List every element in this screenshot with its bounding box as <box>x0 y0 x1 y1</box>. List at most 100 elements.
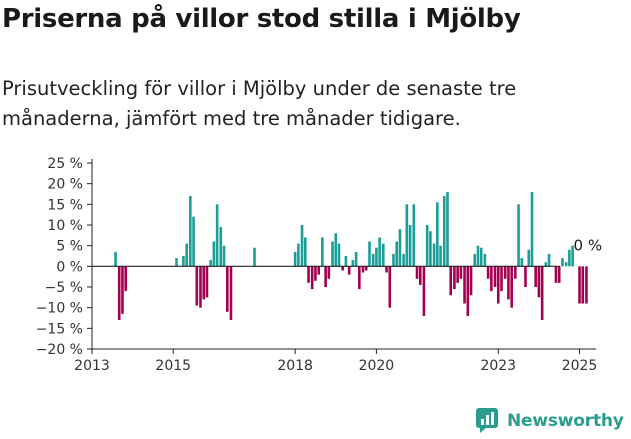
x-tick-label: 2025 <box>562 358 598 374</box>
bar <box>395 241 399 267</box>
bar <box>537 266 541 298</box>
bar <box>317 266 320 275</box>
bar <box>341 266 344 271</box>
bar <box>375 247 378 267</box>
bar <box>225 266 229 312</box>
bar <box>436 202 439 267</box>
bar <box>507 266 510 300</box>
bar <box>351 260 355 267</box>
bar <box>554 266 558 283</box>
bar <box>347 266 351 275</box>
bar <box>473 253 477 267</box>
bar <box>479 247 483 267</box>
bar <box>405 204 409 267</box>
bar <box>121 266 124 314</box>
bar <box>534 266 537 287</box>
bar <box>114 251 117 267</box>
bar <box>219 227 223 267</box>
bar <box>321 237 324 267</box>
bar <box>368 241 371 267</box>
axis-layer <box>87 159 596 354</box>
bar <box>520 258 524 267</box>
bar <box>199 266 202 308</box>
bar <box>571 245 574 267</box>
brand-name: Newsworthy <box>507 410 624 431</box>
x-tick-label: 2020 <box>359 358 395 374</box>
bar <box>229 266 233 321</box>
bar <box>578 266 581 304</box>
bar <box>334 233 338 267</box>
bar <box>117 266 121 321</box>
bar <box>412 204 416 267</box>
bar <box>453 266 456 290</box>
bar <box>422 266 426 316</box>
bar <box>585 266 588 304</box>
bar <box>253 247 256 267</box>
bar <box>331 241 334 267</box>
bar <box>456 266 459 283</box>
page-subtitle: Prisutveckling för villor i Mjölby under… <box>2 77 517 130</box>
bar <box>364 266 368 271</box>
y-tick-label: −15 % <box>36 321 83 337</box>
bar <box>442 196 446 267</box>
bar <box>402 253 405 267</box>
y-tick-label: 10 % <box>47 218 83 234</box>
bar <box>361 266 365 273</box>
bar <box>439 245 442 267</box>
bar <box>524 266 527 287</box>
label-layer: 25 % 20 % 15 % 10 % 5 % 0 % −5 % −10 % −15 % −20 … <box>36 156 602 374</box>
bar <box>300 225 304 267</box>
bar <box>314 266 317 281</box>
bar <box>557 266 561 283</box>
bar <box>222 245 226 267</box>
bar <box>503 266 507 279</box>
bar <box>382 243 385 267</box>
bar <box>540 266 544 321</box>
y-tick-label: −20 % <box>36 342 83 358</box>
bar <box>429 231 432 267</box>
bar <box>324 266 327 287</box>
bar <box>432 243 436 267</box>
bar <box>493 266 497 287</box>
bar <box>486 266 490 279</box>
bar <box>561 258 564 267</box>
bar <box>182 256 185 267</box>
bar <box>189 196 192 267</box>
bar <box>483 253 487 267</box>
bar <box>517 204 520 267</box>
bar <box>192 216 195 267</box>
brand-logo: Newsworthy <box>476 408 624 433</box>
bar <box>568 249 571 267</box>
bar <box>510 266 513 308</box>
bar <box>195 266 199 306</box>
bar <box>446 191 449 267</box>
bar-chart: 25 % 20 % 15 % 10 % 5 % 0 % −5 % −10 % −15 % −20 … <box>36 156 602 374</box>
bar <box>408 225 412 267</box>
bar <box>327 266 331 279</box>
bar <box>398 229 402 267</box>
bar <box>337 243 341 267</box>
bar <box>496 266 500 304</box>
bar <box>202 266 206 300</box>
bar <box>459 266 463 279</box>
bar <box>209 260 212 267</box>
bar <box>175 258 178 267</box>
y-tick-label: 15 % <box>47 197 83 213</box>
bar <box>293 251 297 267</box>
bars-layer <box>114 191 588 321</box>
y-tick-label: −10 % <box>36 301 83 317</box>
bar <box>564 262 568 267</box>
bar <box>418 266 422 285</box>
bar <box>476 245 480 267</box>
bar <box>530 191 534 267</box>
bar <box>354 251 358 267</box>
bar <box>547 253 551 267</box>
bar <box>215 204 219 267</box>
bar <box>581 266 585 304</box>
y-tick-label: −5 % <box>45 280 83 296</box>
bar <box>500 266 503 292</box>
page-title: Priserna på villor stod stilla i Mjölby <box>2 4 521 34</box>
x-tick-label: 2023 <box>480 358 516 374</box>
bar <box>310 266 314 290</box>
x-tick-label: 2018 <box>277 358 313 374</box>
